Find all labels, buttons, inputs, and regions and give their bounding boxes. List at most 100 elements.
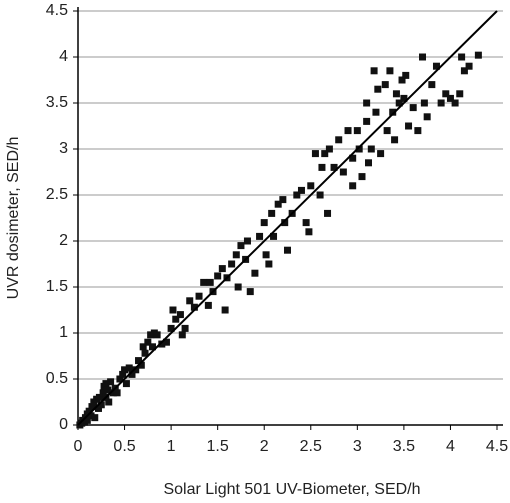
point [256,232,264,240]
point [206,278,214,286]
point [172,315,180,323]
point [355,145,363,153]
point [137,361,145,369]
point [321,150,329,158]
point [260,219,268,227]
point [88,403,96,411]
point [181,324,189,332]
point [432,62,440,70]
point [367,145,375,153]
point [107,378,115,386]
point [402,71,410,79]
point [265,260,273,268]
point [243,237,251,245]
point [228,260,236,268]
point [125,364,133,372]
point [392,90,400,98]
point [97,401,105,409]
point [178,331,186,339]
point [128,370,136,378]
y-tick-label: 0.5 [46,370,68,387]
point [419,53,427,61]
x-tick-label: 0.5 [113,438,135,455]
point [104,386,112,394]
point [274,200,282,208]
point [139,343,147,351]
point [218,265,226,273]
point [167,324,175,332]
x-tick-label: 1 [167,438,176,455]
x-tick-label: 2.5 [300,438,322,455]
point [169,306,177,314]
y-axis-label: UVR dosimeter, SED/h [5,137,22,300]
x-axis-label: Solar Light 501 UV-Biometer, SED/h [163,481,420,498]
point [234,283,242,291]
point [451,99,459,107]
point [398,76,406,84]
point [85,407,93,415]
y-tick-label: 1.5 [46,278,68,295]
point [365,159,373,167]
point [344,127,352,135]
point [262,251,270,259]
point [391,136,399,144]
point [383,127,391,135]
point [158,340,166,348]
point [389,108,397,116]
x-tick-label: 1.5 [207,438,229,455]
point [99,389,107,397]
point [386,67,394,75]
point [414,127,422,135]
point [437,99,445,107]
point [409,104,417,112]
point [162,338,170,346]
point [237,242,245,250]
y-tick-label: 2.5 [46,186,68,203]
point [144,338,152,346]
point [186,297,194,305]
point [400,94,408,102]
point [456,90,464,98]
point [116,375,124,383]
point [153,331,161,339]
point [423,113,431,121]
point [353,127,361,135]
point [268,209,276,217]
point [122,380,130,388]
point [335,136,343,144]
x-tick-label: 2 [260,438,269,455]
point [141,349,149,357]
point [109,389,117,397]
point [370,67,378,75]
point [132,366,140,374]
y-tick-label: 4 [59,48,68,65]
y-tick-label: 3.5 [46,94,68,111]
point [94,404,102,412]
point [465,62,473,70]
point [91,414,99,422]
point [293,191,301,199]
point [87,412,95,420]
x-tick-label: 3 [353,438,362,455]
point [270,232,278,240]
point [105,398,113,406]
point [318,163,326,171]
point [474,51,482,59]
point [102,380,110,388]
point [316,191,324,199]
point [83,416,91,424]
point [284,246,291,254]
point [148,343,156,351]
y-tick-label: 2 [59,232,68,249]
fit-line [77,10,498,426]
point [190,303,198,311]
point [305,228,313,236]
point [330,163,338,171]
point [358,173,366,181]
point [405,122,413,130]
point [420,99,428,107]
point [176,311,184,319]
point [307,182,315,190]
point [339,168,347,176]
